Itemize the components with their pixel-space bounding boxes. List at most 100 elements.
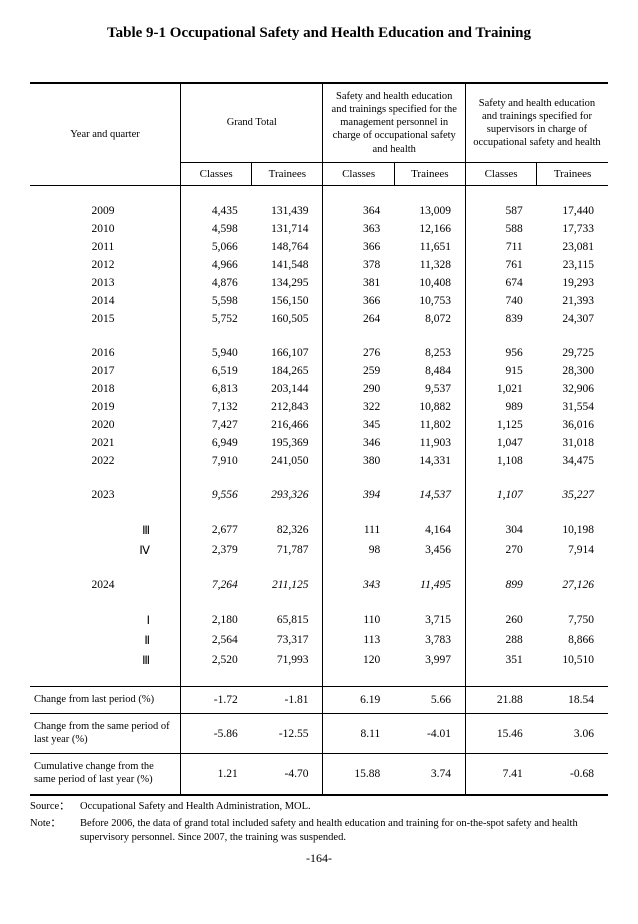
data-cell: 131,714 xyxy=(252,220,323,238)
data-cell: 23,115 xyxy=(537,256,608,274)
row-label: 2024 xyxy=(30,576,181,594)
data-cell: 293,326 xyxy=(252,486,323,504)
change-row: Cumulative change from the same period o… xyxy=(30,754,608,795)
data-cell: 11,903 xyxy=(394,434,465,452)
data-table: Year and quarter Grand Total Safety and … xyxy=(30,82,608,796)
data-cell: 259 xyxy=(323,362,394,380)
data-cell: 5.66 xyxy=(394,686,465,714)
row-label: 2018 xyxy=(30,380,181,398)
data-cell: 111 xyxy=(323,520,394,540)
row-label: 2014 xyxy=(30,292,181,310)
table-row: Ⅱ2,56473,3171133,7832888,866 xyxy=(30,630,608,650)
data-cell: -4.01 xyxy=(394,714,465,754)
data-cell: 11,802 xyxy=(394,416,465,434)
data-cell: 203,144 xyxy=(252,380,323,398)
corner-header: Year and quarter xyxy=(30,83,181,185)
table-row: Ⅰ2,18065,8151103,7152607,750 xyxy=(30,610,608,630)
data-cell: 8,484 xyxy=(394,362,465,380)
table-row: 20094,435131,43936413,00958717,440 xyxy=(30,202,608,220)
data-cell: 2,379 xyxy=(181,540,252,560)
data-cell: 166,107 xyxy=(252,344,323,362)
row-label: 2017 xyxy=(30,362,181,380)
data-cell: 2,677 xyxy=(181,520,252,540)
table-row: 20247,264211,12534311,49589927,126 xyxy=(30,576,608,594)
data-cell: 3,715 xyxy=(394,610,465,630)
data-cell: 98 xyxy=(323,540,394,560)
data-cell: 11,495 xyxy=(394,576,465,594)
row-label: 2023 xyxy=(30,486,181,504)
data-cell: 346 xyxy=(323,434,394,452)
row-label: 2016 xyxy=(30,344,181,362)
row-label: 2015 xyxy=(30,310,181,328)
data-cell: 1,107 xyxy=(465,486,536,504)
data-cell: 5,598 xyxy=(181,292,252,310)
row-label: 2012 xyxy=(30,256,181,274)
data-cell: 270 xyxy=(465,540,536,560)
data-cell: 6,813 xyxy=(181,380,252,398)
data-cell: 113 xyxy=(323,630,394,650)
data-cell: 2,520 xyxy=(181,650,252,670)
data-cell: 5,752 xyxy=(181,310,252,328)
note-label: Note： xyxy=(30,817,80,831)
data-cell: 915 xyxy=(465,362,536,380)
data-cell: 10,408 xyxy=(394,274,465,292)
data-cell: 4,164 xyxy=(394,520,465,540)
row-label: Ⅲ xyxy=(30,520,181,540)
data-cell: 134,295 xyxy=(252,274,323,292)
table-row: 20115,066148,76436611,65171123,081 xyxy=(30,238,608,256)
data-cell: 3.06 xyxy=(537,714,608,754)
data-cell: 19,293 xyxy=(537,274,608,292)
data-cell: 6,949 xyxy=(181,434,252,452)
data-cell: 21.88 xyxy=(465,686,536,714)
data-cell: 8,072 xyxy=(394,310,465,328)
change-label: Cumulative change from the same period o… xyxy=(30,754,181,795)
change-label: Change from last period (%) xyxy=(30,686,181,714)
data-cell: 31,018 xyxy=(537,434,608,452)
data-cell: 17,733 xyxy=(537,220,608,238)
data-cell: 35,227 xyxy=(537,486,608,504)
table-row: 20124,966141,54837811,32876123,115 xyxy=(30,256,608,274)
data-cell: 71,993 xyxy=(252,650,323,670)
data-cell: 1,047 xyxy=(465,434,536,452)
data-cell: 9,556 xyxy=(181,486,252,504)
data-cell: 2,564 xyxy=(181,630,252,650)
note-line: Note：Before 2006, the data of grand tota… xyxy=(30,817,608,844)
data-cell: 343 xyxy=(323,576,394,594)
data-cell: 4,598 xyxy=(181,220,252,238)
row-label: 2010 xyxy=(30,220,181,238)
data-cell: 587 xyxy=(465,202,536,220)
change-label: Change from the same period of last year… xyxy=(30,714,181,754)
change-row: Change from last period (%)-1.72-1.816.1… xyxy=(30,686,608,714)
data-cell: 12,166 xyxy=(394,220,465,238)
data-cell: 260 xyxy=(465,610,536,630)
data-cell: 156,150 xyxy=(252,292,323,310)
data-cell: 363 xyxy=(323,220,394,238)
data-cell: 36,016 xyxy=(537,416,608,434)
col-trainees: Trainees xyxy=(537,162,608,185)
table-row: 20134,876134,29538110,40867419,293 xyxy=(30,274,608,292)
data-cell: -12.55 xyxy=(252,714,323,754)
note-text: Before 2006, the data of grand total inc… xyxy=(80,817,590,844)
table-row: 20165,940166,1072768,25395629,725 xyxy=(30,344,608,362)
data-cell: 120 xyxy=(323,650,394,670)
data-cell: 212,843 xyxy=(252,398,323,416)
data-cell: -0.68 xyxy=(537,754,608,795)
data-cell: 13,009 xyxy=(394,202,465,220)
row-label: 2013 xyxy=(30,274,181,292)
data-cell: 17,440 xyxy=(537,202,608,220)
table-row: Ⅲ2,52071,9931203,99735110,510 xyxy=(30,650,608,670)
data-cell: 32,906 xyxy=(537,380,608,398)
data-cell: 131,439 xyxy=(252,202,323,220)
data-cell: 10,198 xyxy=(537,520,608,540)
data-cell: 4,876 xyxy=(181,274,252,292)
data-cell: 276 xyxy=(323,344,394,362)
data-cell: 14,331 xyxy=(394,452,465,470)
data-cell: 2,180 xyxy=(181,610,252,630)
data-cell: 351 xyxy=(465,650,536,670)
data-cell: 141,548 xyxy=(252,256,323,274)
table-row: 20239,556293,32639414,5371,10735,227 xyxy=(30,486,608,504)
data-cell: 4,435 xyxy=(181,202,252,220)
row-label: 2019 xyxy=(30,398,181,416)
data-cell: 28,300 xyxy=(537,362,608,380)
data-cell: 148,764 xyxy=(252,238,323,256)
